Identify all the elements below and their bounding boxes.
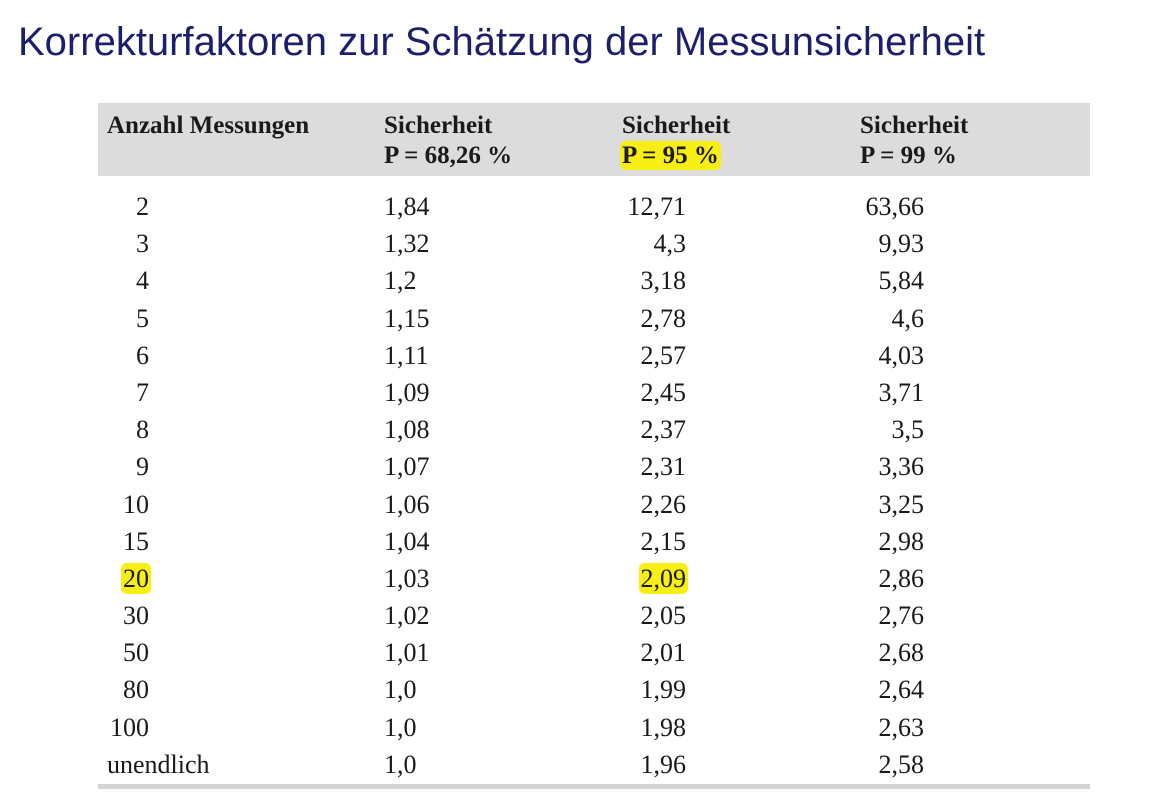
table-row: 20 1,03 2,09 2,86 — [98, 560, 1090, 597]
row-factor-95: 2,31 — [640, 452, 687, 482]
correction-factor-table: Anzahl Messungen Sicherheit P = 68,26 % … — [98, 103, 1090, 783]
row-factor-99: 9,93 — [878, 229, 925, 259]
header-confidence-95-value-highlighted: P = 95 % — [620, 141, 721, 170]
row-factor-68: 1,02 — [384, 601, 430, 631]
row-factor-68: 1,0 — [384, 675, 417, 705]
row-factor-95: 1,99 — [640, 675, 687, 705]
row-factor-95: 1,98 — [640, 712, 687, 742]
row-factor-68: 1,08 — [384, 415, 430, 445]
row-factor-68: 1,04 — [384, 526, 430, 556]
table-bottom-rule — [98, 784, 1090, 789]
row-factor-99: 4,6 — [891, 303, 925, 333]
row-measurements: 4 — [136, 266, 149, 296]
row-factor-68: 1,06 — [384, 489, 430, 519]
row-measurements-highlighted: 20 — [121, 562, 151, 594]
row-factor-99: 2,68 — [878, 638, 925, 668]
row-factor-99: 4,03 — [878, 340, 925, 370]
row-factor-99: 2,58 — [878, 749, 925, 779]
row-factor-95: 2,09 — [622, 560, 688, 597]
row-factor-99: 3,36 — [878, 452, 925, 482]
row-measurements: 50 — [123, 638, 149, 668]
header-confidence-99: Sicherheit P = 99 % — [860, 111, 968, 171]
row-factor-95: 2,01 — [640, 638, 687, 668]
header-confidence-95: Sicherheit P = 95 % — [620, 111, 731, 171]
table-row: 4 1,2 3,18 5,84 — [98, 262, 1090, 299]
row-factor-95: 12,71 — [627, 192, 687, 221]
header-confidence-68-value: P = 68,26 % — [384, 142, 513, 169]
header-confidence-99-label: Sicherheit — [860, 112, 969, 139]
row-factor-68: 1,01 — [384, 638, 430, 668]
row-factor-99: 2,63 — [878, 712, 925, 742]
table-row: 9 1,07 2,31 3,36 — [98, 448, 1090, 485]
row-factor-99: 2,76 — [878, 601, 925, 631]
row-measurements: 15 — [123, 526, 149, 556]
table-row: 30 1,02 2,05 2,76 — [98, 597, 1090, 634]
row-measurements: 80 — [123, 675, 149, 705]
table-row: 100 1,0 1,98 2,63 — [98, 709, 1090, 746]
row-factor-99: 63,66 — [865, 192, 925, 221]
table-row: 2 1,84 12,71 63,66 — [98, 188, 1090, 225]
table-body: 2 1,84 12,71 63,66 3 1,32 4,3 9,93 4 1,2 3,18 5,84 5… — [98, 188, 1090, 783]
row-measurements: unendlich — [107, 749, 210, 779]
row-factor-95: 2,15 — [640, 526, 687, 556]
row-factor-68: 1,15 — [384, 303, 430, 333]
header-measurements: Anzahl Messungen — [107, 111, 309, 141]
row-factor-99: 2,64 — [878, 675, 925, 705]
row-measurements: 100 — [110, 712, 149, 742]
row-factor-68: 1,07 — [384, 452, 430, 482]
row-measurements: 8 — [136, 415, 149, 445]
header-confidence-68: Sicherheit P = 68,26 % — [384, 111, 512, 171]
row-factor-95: 2,37 — [640, 415, 687, 445]
table-row: 8 1,08 2,37 3,5 — [98, 411, 1090, 448]
table-row: 80 1,0 1,99 2,64 — [98, 671, 1090, 708]
table-row: 50 1,01 2,01 2,68 — [98, 634, 1090, 671]
row-measurements: 9 — [136, 452, 149, 482]
table-header: Anzahl Messungen Sicherheit P = 68,26 % … — [98, 103, 1090, 176]
table-row: unendlich 1,0 1,96 2,58 — [98, 746, 1090, 783]
row-factor-68: 1,2 — [384, 266, 417, 296]
table-row: 10 1,06 2,26 3,25 — [98, 486, 1090, 523]
row-factor-68: 1,32 — [384, 229, 430, 259]
row-measurements: 7 — [136, 377, 149, 407]
header-measurements-label: Anzahl Messungen — [107, 112, 310, 139]
row-factor-99: 3,5 — [891, 415, 925, 445]
row-factor-95: 2,26 — [640, 489, 687, 519]
row-measurements: 20 — [107, 560, 151, 597]
row-factor-95: 2,45 — [640, 377, 687, 407]
row-factor-68: 1,03 — [384, 563, 430, 593]
row-factor-99: 3,25 — [878, 489, 925, 519]
row-measurements: 3 — [136, 229, 149, 259]
row-factor-95: 2,57 — [640, 340, 687, 370]
row-measurements: 5 — [136, 303, 149, 333]
row-measurements: 2 — [136, 192, 149, 221]
row-factor-95: 3,18 — [640, 266, 687, 296]
row-factor-99: 3,71 — [878, 377, 925, 407]
row-factor-99: 2,86 — [878, 563, 925, 593]
header-confidence-95-value-wrap: P = 95 % — [620, 141, 730, 171]
table-row: 6 1,11 2,57 4,03 — [98, 337, 1090, 374]
table-row: 15 1,04 2,15 2,98 — [98, 523, 1090, 560]
header-confidence-68-label: Sicherheit — [384, 112, 493, 139]
header-confidence-95-label: Sicherheit — [622, 112, 731, 139]
row-factor-95: 1,96 — [640, 749, 687, 779]
row-factor-95: 4,3 — [653, 229, 687, 259]
table-row: 3 1,32 4,3 9,93 — [98, 225, 1090, 262]
row-factor-68: 1,11 — [384, 340, 429, 370]
row-factor-95: 2,05 — [640, 601, 687, 631]
table-row: 5 1,15 2,78 4,6 — [98, 300, 1090, 337]
row-factor-95: 2,78 — [640, 303, 687, 333]
table-row: 7 1,09 2,45 3,71 — [98, 374, 1090, 411]
row-factor-68: 1,0 — [384, 712, 417, 742]
page-title: Korrekturfaktoren zur Schätzung der Mess… — [18, 20, 986, 64]
row-measurements: 30 — [123, 601, 149, 631]
row-factor-99: 2,98 — [878, 526, 925, 556]
header-confidence-99-value: P = 99 % — [860, 142, 957, 169]
row-factor-68: 1,0 — [384, 749, 417, 779]
row-measurements: 10 — [123, 489, 149, 519]
row-factor-68: 1,09 — [384, 377, 430, 407]
row-measurements: 6 — [136, 340, 149, 370]
row-factor-99: 5,84 — [878, 266, 925, 296]
row-factor-68: 1,84 — [384, 192, 430, 221]
row-factor-95-highlighted: 2,09 — [638, 562, 688, 594]
